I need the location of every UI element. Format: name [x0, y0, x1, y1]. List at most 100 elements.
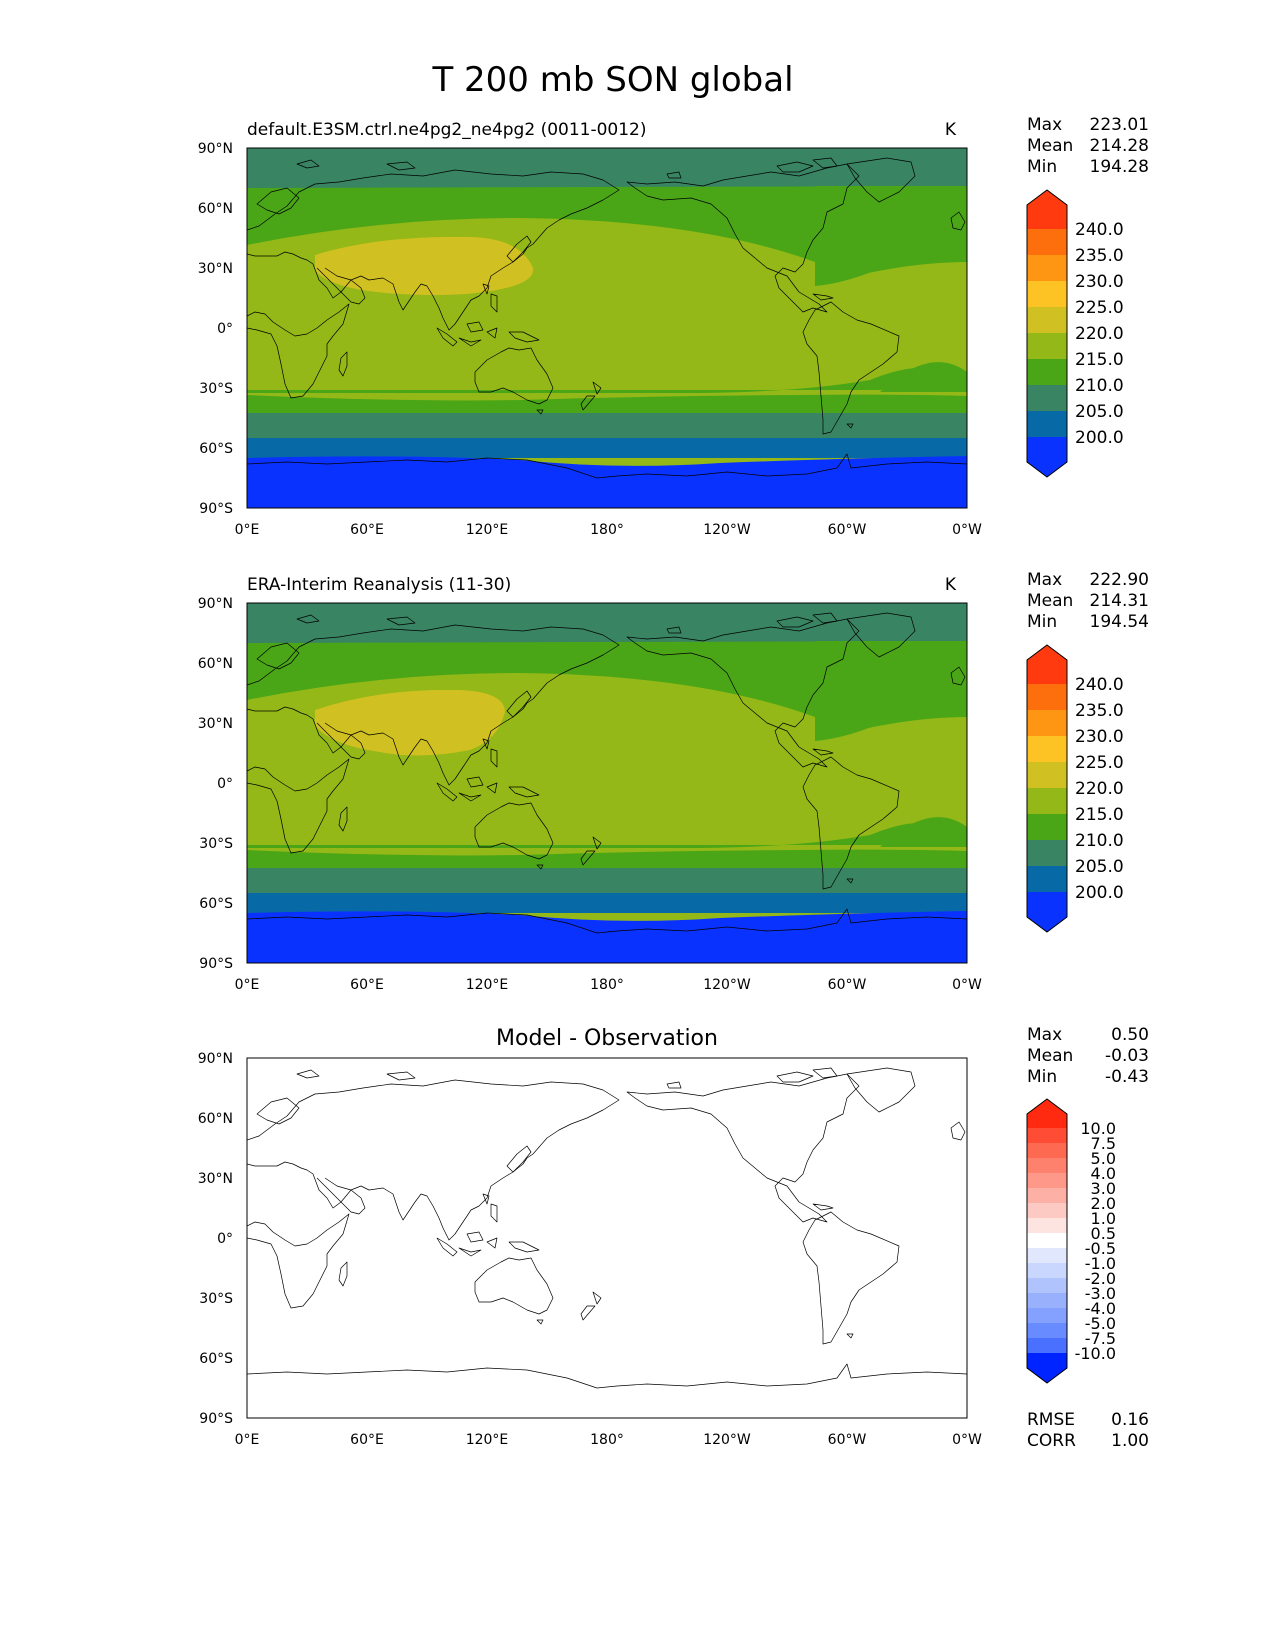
x-tick-label: 60°W [828, 522, 867, 538]
colorbar-outline [1026, 189, 1068, 478]
y-tick-label: 90°N [198, 141, 233, 157]
panel-model-band-north-polar [247, 148, 967, 188]
colorbar-swatch [1027, 1128, 1067, 1144]
colorbar-extend-bottom [1027, 1368, 1067, 1383]
colorbar-label: 3.0 [1091, 1179, 1116, 1198]
colorbar-swatch [1027, 788, 1067, 815]
colorbar-extend-top [1027, 645, 1067, 660]
panel-observation-colorbar: 240.0 235.0 230.0 225.0 220.0 215.0 210.… [1026, 644, 1124, 933]
colorbar-swatch [1027, 1203, 1067, 1219]
colorbar-label: -4.0 [1085, 1299, 1116, 1318]
panel-observation-band-north-mid [247, 641, 967, 741]
colorbar-extend-bottom [1027, 462, 1067, 477]
panel-model-y-ticks: 90°N 60°N 30°N 0° 30°S 60°S 90°S [198, 141, 233, 517]
y-tick-label: 30°N [198, 261, 233, 277]
stat-label: Min [1027, 157, 1057, 177]
panel-model: default.E3SM.ctrl.ne4pg2_ne4pg2 (0011-00… [198, 115, 1149, 538]
panel-difference-title: Model - Observation [496, 1026, 718, 1051]
panel-observation: ERA-Interim Reanalysis (11-30) K 90°N 60… [198, 570, 1149, 993]
stat-label: CORR [1027, 1431, 1076, 1451]
colorbar-swatch [1027, 710, 1067, 737]
colorbar-label: 4.0 [1091, 1164, 1116, 1183]
stat-value: 223.01 [1090, 115, 1149, 135]
colorbar-label: 235.0 [1075, 701, 1124, 721]
x-tick-label: 0°W [952, 977, 982, 993]
panel-model-frame [246, 147, 968, 509]
colorbar-swatch [1027, 385, 1067, 412]
colorbar-extend-bottom [1027, 917, 1067, 932]
panel-observation-y-ticks: 90°N 60°N 30°N 0° 30°S 60°S 90°S [198, 596, 233, 972]
colorbar-label: -0.5 [1085, 1239, 1116, 1258]
y-tick-label: 60°N [198, 1111, 233, 1127]
stat-value: 194.54 [1090, 612, 1149, 632]
colorbar-swatch [1027, 684, 1067, 711]
y-tick-label: 90°N [198, 596, 233, 612]
panel-difference-x-ticks: 0°E 60°E 120°E 180° 120°W 60°W 0°W [235, 1432, 982, 1448]
colorbar-swatch [1027, 1233, 1067, 1249]
colorbar-swatch [1027, 1263, 1067, 1279]
x-tick-label: 180° [590, 977, 624, 993]
colorbar-label: 225.0 [1075, 298, 1124, 318]
panel-difference: Model - Observation 90°N 60°N 30°N 0° 30… [198, 1025, 1149, 1451]
colorbar-label: 215.0 [1075, 805, 1124, 825]
colorbar-label: 205.0 [1075, 402, 1124, 422]
colorbar-label: -2.0 [1085, 1269, 1116, 1288]
colorbar-swatch [1027, 1173, 1067, 1189]
panel-model-band-antarctic [247, 456, 967, 508]
x-tick-label: 0°W [952, 1432, 982, 1448]
stat-value: 214.31 [1090, 591, 1149, 611]
colorbar-swatch [1027, 229, 1067, 256]
panel-observation-frame [246, 602, 968, 964]
panel-observation-units: K [945, 575, 957, 595]
colorbar-swatch [1027, 359, 1067, 386]
colorbar-label: 5.0 [1091, 1149, 1116, 1168]
panel-model-title: default.E3SM.ctrl.ne4pg2_ne4pg2 (0011-00… [247, 120, 647, 140]
panel-observation-band-south-polar-edge [247, 893, 967, 913]
x-tick-label: 60°W [828, 977, 867, 993]
colorbar-swatch [1027, 892, 1067, 918]
stat-label: RMSE [1027, 1410, 1075, 1430]
y-tick-label: 60°S [199, 1351, 233, 1367]
colorbar-swatch [1027, 866, 1067, 893]
colorbar-label: 230.0 [1075, 272, 1124, 292]
colorbar-swatch [1027, 1248, 1067, 1264]
colorbar-swatch [1027, 1278, 1067, 1294]
panel-model-heatmap [247, 148, 967, 508]
panel-observation-warm-maximum [315, 689, 505, 756]
panel-observation-band-south-subpolar [247, 868, 967, 894]
panel-observation-heatmap [247, 603, 967, 963]
stat-label: Max [1027, 1025, 1062, 1045]
colorbar-swatch [1027, 762, 1067, 789]
stat-value: 214.28 [1090, 136, 1149, 156]
panel-difference-footer-stats: RMSE 0.16 CORR 1.00 [1027, 1410, 1149, 1451]
panel-observation-patch-north-america [815, 641, 967, 741]
colorbar-extend-top [1027, 190, 1067, 205]
colorbar-label: 1.0 [1091, 1209, 1116, 1228]
stat-value: 222.90 [1090, 570, 1149, 590]
panel-difference-frame [246, 1057, 968, 1419]
panel-observation-x-ticks: 0°E 60°E 120°E 180° 120°W 60°W 0°W [235, 977, 982, 993]
colorbar-swatch [1027, 281, 1067, 308]
x-tick-label: 120°W [703, 1432, 751, 1448]
x-tick-label: 60°E [350, 522, 384, 538]
panel-model-x-ticks: 0°E 60°E 120°E 180° 120°W 60°W 0°W [235, 522, 982, 538]
colorbar-swatch [1027, 1143, 1067, 1159]
panel-model-colorbar: 240.0 235.0 230.0 225.0 220.0 215.0 210.… [1026, 189, 1124, 478]
y-tick-label: 90°N [198, 1051, 233, 1067]
x-tick-label: 0°W [952, 522, 982, 538]
stat-value: 0.16 [1111, 1410, 1149, 1430]
colorbar-swatch [1027, 840, 1067, 867]
colorbar-label: -7.5 [1085, 1329, 1116, 1348]
stat-label: Mean [1027, 136, 1073, 156]
figure-title: T 200 mb SON global [431, 60, 793, 100]
y-tick-label: 30°S [199, 836, 233, 852]
y-tick-label: 60°N [198, 656, 233, 672]
y-tick-label: 0° [217, 1231, 233, 1247]
colorbar-label: -3.0 [1085, 1284, 1116, 1303]
y-tick-label: 30°N [198, 716, 233, 732]
stat-label: Max [1027, 115, 1062, 135]
panel-observation-band-antarctic [247, 911, 967, 963]
colorbar-label: 7.5 [1091, 1134, 1116, 1153]
stat-value: -0.43 [1105, 1067, 1149, 1087]
